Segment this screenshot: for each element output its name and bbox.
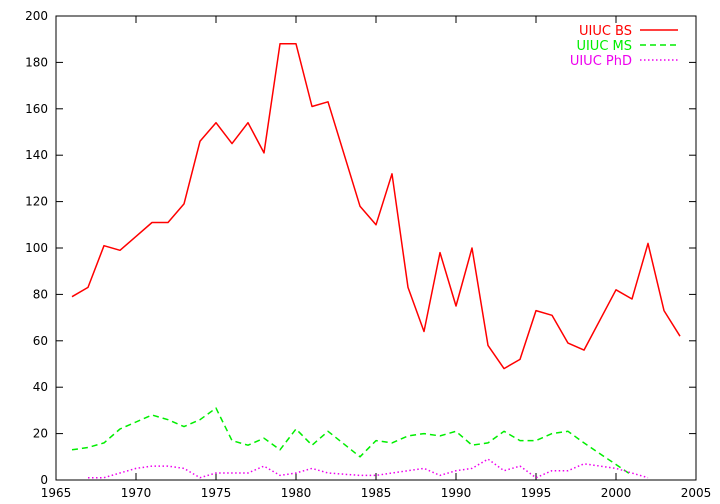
- y-tick-label: 20: [33, 427, 48, 441]
- x-tick-label: 1990: [441, 486, 472, 500]
- series-line-3: [88, 458, 649, 479]
- x-tick-label: 1970: [121, 486, 152, 500]
- ticks-layer: 0 20 40 60 80 100 120 140 160 180 200 1965 1970 1975 1…: [25, 9, 711, 500]
- x-tick-label: 1985: [361, 486, 392, 500]
- y-tick-label: 100: [25, 241, 48, 255]
- series-line-1: [71, 43, 681, 370]
- x-tick-label: 1965: [41, 486, 72, 500]
- y-tick-label: 120: [25, 195, 48, 209]
- x-tick-label: 1995: [521, 486, 552, 500]
- y-tick-label: 140: [25, 148, 48, 162]
- legend-label: UIUC MS: [576, 39, 632, 54]
- y-tick-label: 0: [40, 473, 48, 487]
- x-tick-label: 2000: [601, 486, 632, 500]
- y-tick-label: 60: [33, 334, 48, 348]
- x-tick-label: 2005: [681, 486, 712, 500]
- y-tick-label: 200: [25, 9, 48, 23]
- y-tick-label: 160: [25, 102, 48, 116]
- plot-frame: [55, 15, 697, 481]
- x-tick-label: 1975: [201, 486, 232, 500]
- y-tick-label: 180: [25, 55, 48, 69]
- y-tick-label: 80: [33, 287, 48, 301]
- series-line-2: [71, 407, 633, 477]
- y-tick-label: 40: [33, 380, 48, 394]
- x-tick-label: 1980: [281, 486, 312, 500]
- legend-label: UIUC BS: [579, 24, 632, 39]
- legend-label: UIUC PhD: [570, 54, 632, 69]
- series-layer: [71, 43, 681, 479]
